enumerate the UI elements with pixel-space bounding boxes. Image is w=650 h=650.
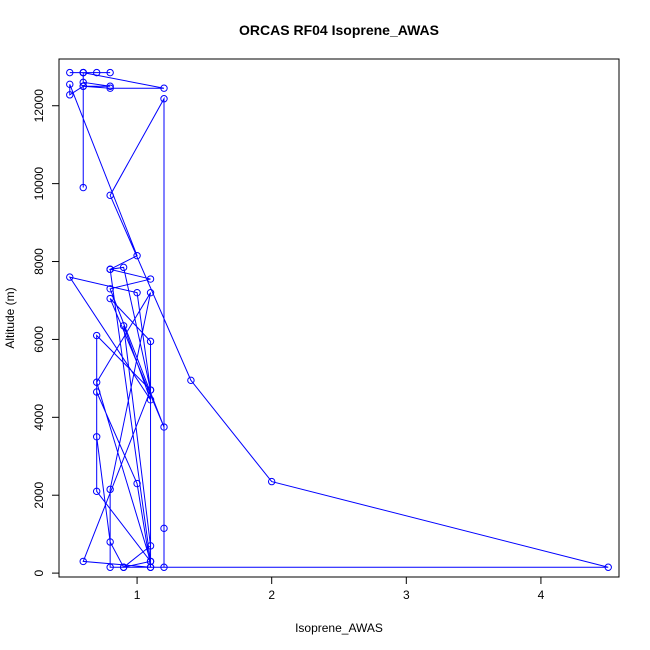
data-point	[92, 433, 101, 441]
data-point	[106, 563, 114, 571]
data-point	[106, 285, 114, 293]
x-axis: 1 2 3 4	[134, 576, 545, 602]
y-axis-label: Altitude (m)	[3, 287, 17, 348]
y-tick-label: 4000	[32, 404, 46, 431]
data-point	[106, 294, 114, 303]
y-tick-label: 6000	[32, 326, 46, 353]
chart-title: ORCAS RF04 Isoprene_AWAS	[239, 22, 439, 38]
data-point	[146, 396, 155, 404]
data-point	[267, 477, 276, 486]
data-point	[66, 68, 74, 77]
data-point	[146, 386, 155, 394]
data-point	[106, 68, 114, 77]
data-point	[133, 251, 141, 260]
data-point	[106, 485, 114, 494]
data-point	[79, 82, 87, 90]
data-point	[146, 542, 155, 550]
x-axis-label: Isoprene_AWAS	[295, 621, 383, 635]
data-point	[146, 563, 155, 571]
data-point	[146, 275, 155, 283]
y-tick-label: 0	[32, 569, 46, 576]
data-point	[604, 563, 612, 571]
y-tick-label: 12000	[32, 89, 46, 123]
data-point	[79, 183, 87, 192]
data-point	[133, 479, 141, 488]
data-point	[92, 68, 101, 77]
data-point	[66, 91, 74, 99]
data-point	[106, 191, 114, 200]
series-layer	[66, 68, 612, 571]
data-point	[160, 563, 168, 571]
series-line	[68, 72, 609, 569]
x-tick-label: 1	[134, 588, 141, 602]
data-point	[160, 84, 168, 92]
data-point	[160, 95, 168, 103]
data-point	[79, 557, 87, 566]
data-point	[66, 273, 74, 281]
data-point	[66, 80, 74, 89]
data-point	[146, 337, 155, 346]
x-tick-label: 3	[403, 588, 410, 602]
y-tick-label: 8000	[32, 248, 46, 275]
x-tick-label: 4	[538, 588, 545, 602]
data-point	[106, 265, 114, 274]
data-point	[92, 388, 101, 396]
data-point	[106, 84, 114, 92]
data-point	[79, 78, 87, 87]
data-point	[119, 322, 128, 330]
data-point	[106, 82, 114, 90]
data-point	[146, 288, 155, 297]
y-axis: 0 2000 4000 6000 8000 10000 12000	[32, 89, 60, 576]
data-point	[92, 378, 101, 386]
y-tick-label: 2000	[32, 482, 46, 509]
data-point	[119, 263, 128, 272]
data-point	[92, 487, 101, 496]
data-point	[160, 423, 168, 431]
y-tick-label: 10000	[32, 167, 46, 201]
data-point	[146, 557, 155, 566]
data-point	[79, 68, 87, 77]
data-point	[119, 563, 128, 571]
data-point	[187, 376, 195, 385]
data-point	[133, 288, 141, 297]
data-point	[92, 331, 101, 340]
x-tick-label: 2	[268, 588, 275, 602]
data-point	[106, 538, 114, 546]
data-point	[160, 524, 168, 533]
